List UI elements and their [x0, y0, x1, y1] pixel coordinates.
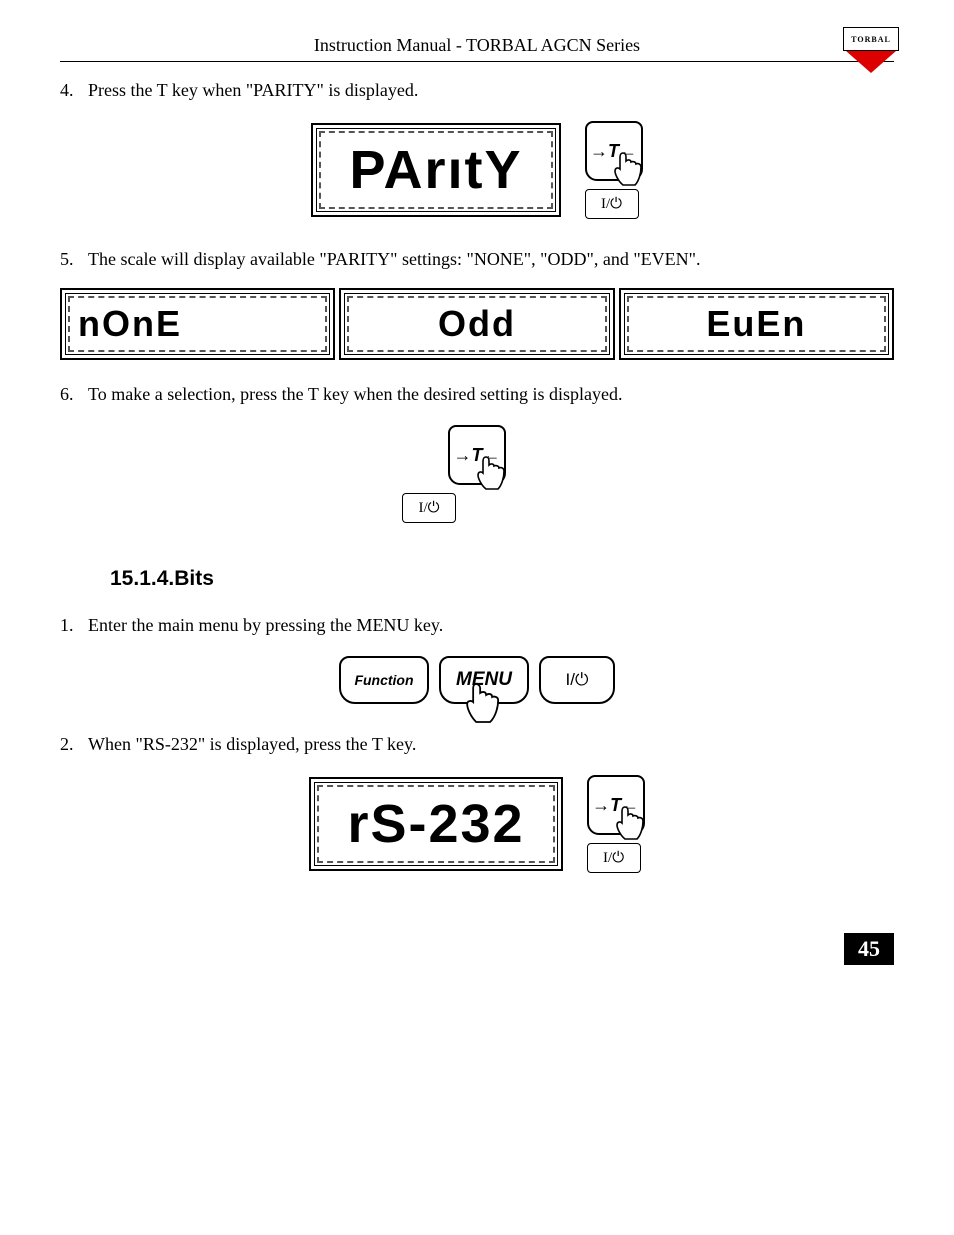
- lcd-text-even: EuEn: [706, 303, 806, 345]
- page-footer: 45: [60, 933, 894, 965]
- section-heading-bits: 15.1.4.Bits: [110, 567, 894, 591]
- step-number: 2.: [60, 734, 88, 755]
- power-key: I/⏻: [539, 656, 615, 704]
- menu-key: MENU: [439, 656, 529, 704]
- lcd-display: rS-232: [309, 777, 562, 871]
- power-key: I/⏻: [402, 493, 456, 523]
- diagram-parity: PArıtY →T← I/⏻: [60, 121, 894, 219]
- lcd-display: PArıtY: [311, 123, 560, 217]
- lcd-odd: Odd: [339, 288, 614, 360]
- function-key: Function: [339, 656, 429, 704]
- t-key: →T←: [585, 121, 643, 181]
- step-number: 5.: [60, 249, 88, 270]
- bits-step-1: 1. Enter the main menu by pressing the M…: [60, 615, 894, 636]
- power-key: I/⏻: [585, 189, 639, 219]
- power-key: I/⏻: [587, 843, 641, 873]
- step-text: When "RS-232" is displayed, press the T …: [88, 734, 894, 755]
- diagram-t-key-only: →T← I/⏻: [60, 425, 894, 523]
- lcd-text-odd: Odd: [438, 303, 516, 345]
- step-text: Press the T key when "PARITY" is display…: [88, 80, 894, 101]
- brand-logo-triangle-icon: [846, 51, 896, 73]
- step-6: 6. To make a selection, press the T key …: [60, 384, 894, 405]
- diagram-parity-options: nOnE Odd EuEn: [60, 288, 894, 360]
- lcd-none: nOnE: [60, 288, 335, 360]
- lcd-text-parity: PArıtY: [349, 139, 522, 201]
- page-header-title: Instruction Manual - TORBAL AGCN Series: [314, 35, 640, 61]
- t-key-cluster: →T← I/⏻: [585, 121, 643, 219]
- step-number: 4.: [60, 80, 88, 101]
- t-key: →T←: [587, 775, 645, 835]
- brand-logo: TORBAL: [843, 27, 899, 73]
- lcd-even: EuEn: [619, 288, 894, 360]
- brand-logo-text: TORBAL: [843, 27, 899, 51]
- step-text: Enter the main menu by pressing the MENU…: [88, 615, 894, 636]
- diagram-rs232: rS-232 →T← I/⏻: [60, 775, 894, 873]
- step-4: 4. Press the T key when "PARITY" is disp…: [60, 80, 894, 101]
- t-key: →T←: [448, 425, 506, 485]
- page-number: 45: [844, 933, 894, 965]
- step-text: The scale will display available "PARITY…: [88, 249, 894, 270]
- lcd-text-rs232: rS-232: [347, 793, 524, 855]
- step-text: To make a selection, press the T key whe…: [88, 384, 894, 405]
- step-number: 6.: [60, 384, 88, 405]
- diagram-menu-keys: Function MENU I/⏻: [60, 656, 894, 704]
- step-5: 5. The scale will display available "PAR…: [60, 249, 894, 270]
- lcd-text-none: nOnE: [78, 303, 182, 345]
- t-key-cluster: →T← I/⏻: [587, 775, 645, 873]
- step-number: 1.: [60, 615, 88, 636]
- bits-step-2: 2. When "RS-232" is displayed, press the…: [60, 734, 894, 755]
